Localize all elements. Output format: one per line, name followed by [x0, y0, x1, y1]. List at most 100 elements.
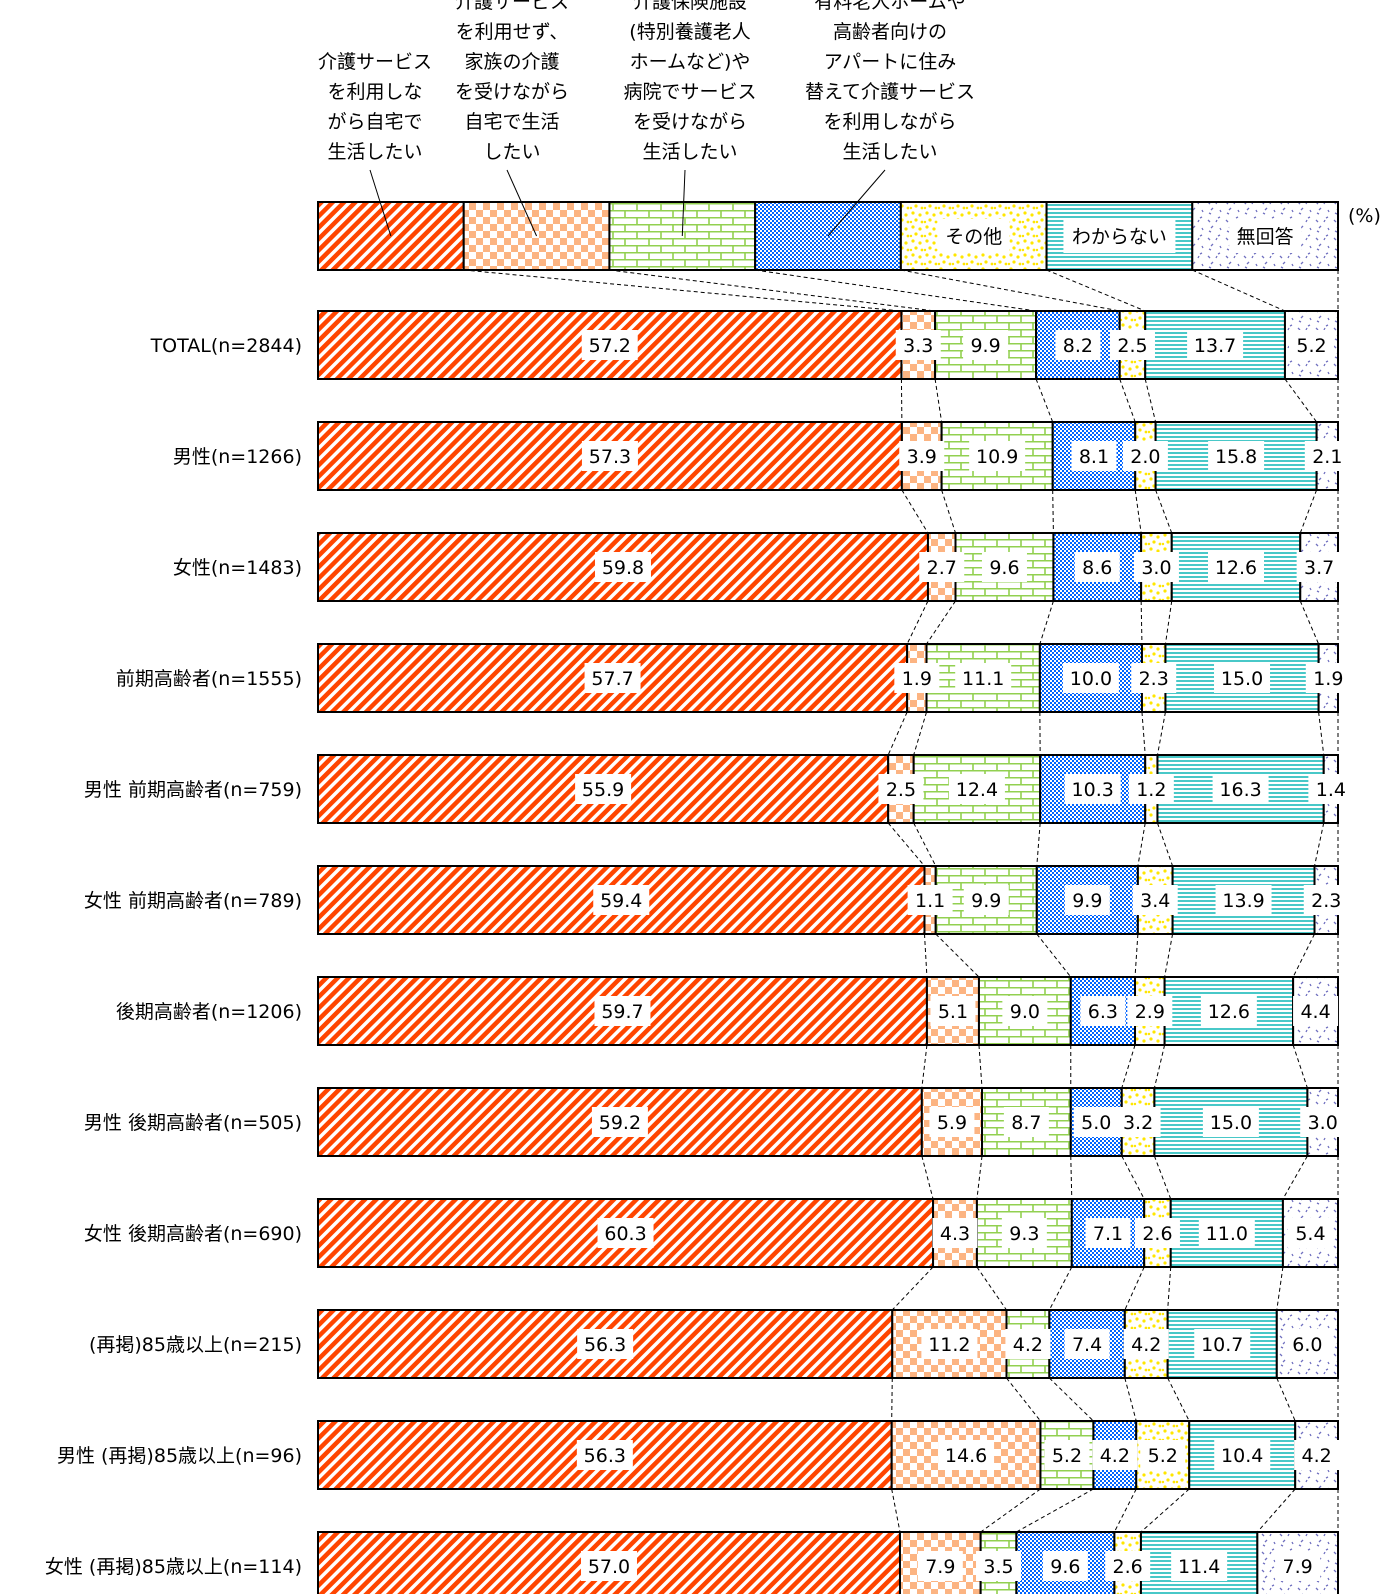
value-label-row4-s6: 1.4: [1316, 779, 1346, 801]
value-label-row6-s5: 12.6: [1208, 1001, 1250, 1023]
connector-row3-5: [1156, 711, 1166, 756]
value-label-row5-s3: 9.9: [1072, 890, 1102, 912]
value-label-row10-s6: 4.2: [1301, 1445, 1331, 1467]
value-label-bg-row2-s6: [1296, 552, 1342, 582]
value-label-bg-row6-s5: [1200, 996, 1257, 1026]
value-label-bg-row6-s3: [1080, 996, 1126, 1026]
value-label-bg-row8-s3: [1085, 1218, 1131, 1248]
value-label-row1-s5: 15.8: [1215, 446, 1257, 468]
value-label-bg-row4-s1: [878, 774, 924, 804]
legend-caption-3-line-1: 高齢者向けの: [833, 21, 947, 43]
value-label-bg-row1-s4: [1122, 441, 1168, 471]
value-label-bg-row10-s2: [1044, 1440, 1090, 1470]
row-label-9: (再掲)85歳以上(n=215): [89, 1334, 302, 1356]
value-label-row0-s2: 9.9: [970, 335, 1000, 357]
value-label-row1-s2: 10.9: [976, 446, 1018, 468]
connector-row6-1: [921, 1044, 928, 1089]
connector-row4-4: [1137, 822, 1146, 867]
connector-row5-2: [935, 933, 980, 978]
value-label-row5-s6: 2.3: [1311, 890, 1341, 912]
value-label-row0-s3: 8.2: [1063, 335, 1093, 357]
value-label-bg-row3-s6: [1305, 663, 1351, 693]
legend-inline-label-6: 無回答: [1237, 226, 1294, 248]
value-label-row4-s4: 1.2: [1136, 779, 1166, 801]
value-label-bg-row11-s0: [580, 1551, 637, 1581]
legend-inline-label-4: その他: [945, 226, 1002, 248]
connector-row2-5: [1164, 600, 1173, 645]
value-label-bg-row8-s1: [932, 1218, 978, 1248]
value-label-row2-s6: 3.7: [1304, 557, 1334, 579]
value-label-bg-row6-s0: [594, 996, 651, 1026]
connector-row2-4: [1140, 600, 1143, 645]
value-label-row2-s1: 2.7: [927, 557, 957, 579]
legend-caption-1-line-3: を受けながら: [455, 81, 569, 103]
legend-caption-1-line-4: 自宅で生活: [464, 111, 559, 133]
value-label-bg-row3-s3: [1062, 663, 1119, 693]
value-label-bg-row11-s1: [917, 1551, 963, 1581]
value-label-bg-row7-s6: [1300, 1107, 1346, 1137]
connector-legend-6: [1192, 269, 1286, 312]
connector-row7-3: [1070, 1155, 1073, 1200]
connector-row5-3: [1036, 933, 1072, 978]
value-label-row1-s6: 2.1: [1312, 446, 1342, 468]
value-label-row5-s5: 13.9: [1222, 890, 1264, 912]
value-label-bg-row3-s4: [1131, 663, 1177, 693]
connector-row9-5: [1167, 1377, 1190, 1422]
value-label-row6-s0: 59.7: [601, 1001, 643, 1023]
connector-row8-3: [1048, 1266, 1073, 1311]
legend-pointer-1: [506, 169, 538, 237]
value-label-row3-s5: 15.0: [1221, 668, 1263, 690]
value-label-bg-row1-s2: [969, 441, 1026, 471]
value-label-row9-s0: 56.3: [584, 1334, 626, 1356]
value-label-row11-s0: 57.0: [588, 1556, 630, 1578]
value-label-row8-s6: 5.4: [1295, 1223, 1325, 1245]
value-label-bg-row11-s5: [1171, 1551, 1228, 1581]
value-label-row9-s4: 4.2: [1131, 1334, 1161, 1356]
row-label-10: 男性 (再掲)85歳以上(n=96): [57, 1445, 302, 1467]
value-label-bg-row11-s2: [976, 1551, 1022, 1581]
connector-row1-3: [1052, 489, 1054, 534]
connector-row10-4: [1113, 1488, 1137, 1533]
connector-legend-2: [609, 269, 936, 312]
value-label-bg-row9-s4: [1123, 1329, 1169, 1359]
connector-row0-4: [1119, 378, 1136, 423]
connector-legend-1: [463, 269, 902, 312]
value-label-row9-s5: 10.7: [1201, 1334, 1243, 1356]
value-label-row6-s3: 6.3: [1088, 1001, 1118, 1023]
connector-row9-4: [1124, 1377, 1137, 1422]
connector-row2-3: [1039, 600, 1054, 645]
value-label-bg-row5-s3: [1064, 885, 1110, 915]
connector-legend-4: [900, 269, 1120, 312]
value-label-bg-row11-s3: [1042, 1551, 1088, 1581]
connector-row7-4: [1121, 1155, 1145, 1200]
connector-row4-6: [1314, 822, 1325, 867]
value-label-row10-s0: 56.3: [584, 1445, 626, 1467]
legend-inline-label-5: わからない: [1072, 226, 1167, 248]
value-label-row8-s1: 4.3: [940, 1223, 970, 1245]
value-label-bg-row9-s1: [921, 1329, 978, 1359]
value-label-row0-s0: 57.2: [589, 335, 631, 357]
value-label-bg-row8-s6: [1287, 1218, 1333, 1248]
value-label-bg-row2-s1: [919, 552, 965, 582]
legend-caption-2-line-3: 病院でサービス: [623, 81, 756, 103]
connector-row6-2: [978, 1044, 983, 1089]
connector-row10-3: [1016, 1488, 1094, 1533]
value-label-row5-s0: 59.4: [600, 890, 642, 912]
legend-caption-3-line-4: を利用しながら: [823, 111, 956, 133]
connector-row8-4: [1124, 1266, 1145, 1311]
value-label-bg-row1-s1: [899, 441, 945, 471]
connector-row4-1: [887, 822, 925, 867]
row-label-0: TOTAL(n=2844): [150, 335, 302, 357]
value-label-bg-row3-s2: [955, 663, 1012, 693]
value-label-bg-row2-s5: [1208, 552, 1264, 582]
connector-row3-2: [913, 711, 928, 756]
connector-row9-1: [891, 1377, 893, 1422]
value-label-row0-s1: 3.3: [903, 335, 933, 357]
connector-row1-2: [941, 489, 956, 534]
row-label-6: 後期高齢者(n=1206): [116, 1001, 302, 1023]
row-label-7: 男性 後期高齢者(n=505): [84, 1112, 302, 1134]
legend-inline-bg-6: [1229, 219, 1302, 253]
value-label-row7-s4: 3.2: [1123, 1112, 1153, 1134]
legend-caption-0-line-2: がら自宅で: [327, 111, 422, 133]
value-label-row2-s3: 8.6: [1082, 557, 1112, 579]
